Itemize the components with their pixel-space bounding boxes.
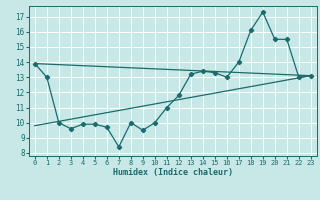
X-axis label: Humidex (Indice chaleur): Humidex (Indice chaleur) (113, 168, 233, 177)
